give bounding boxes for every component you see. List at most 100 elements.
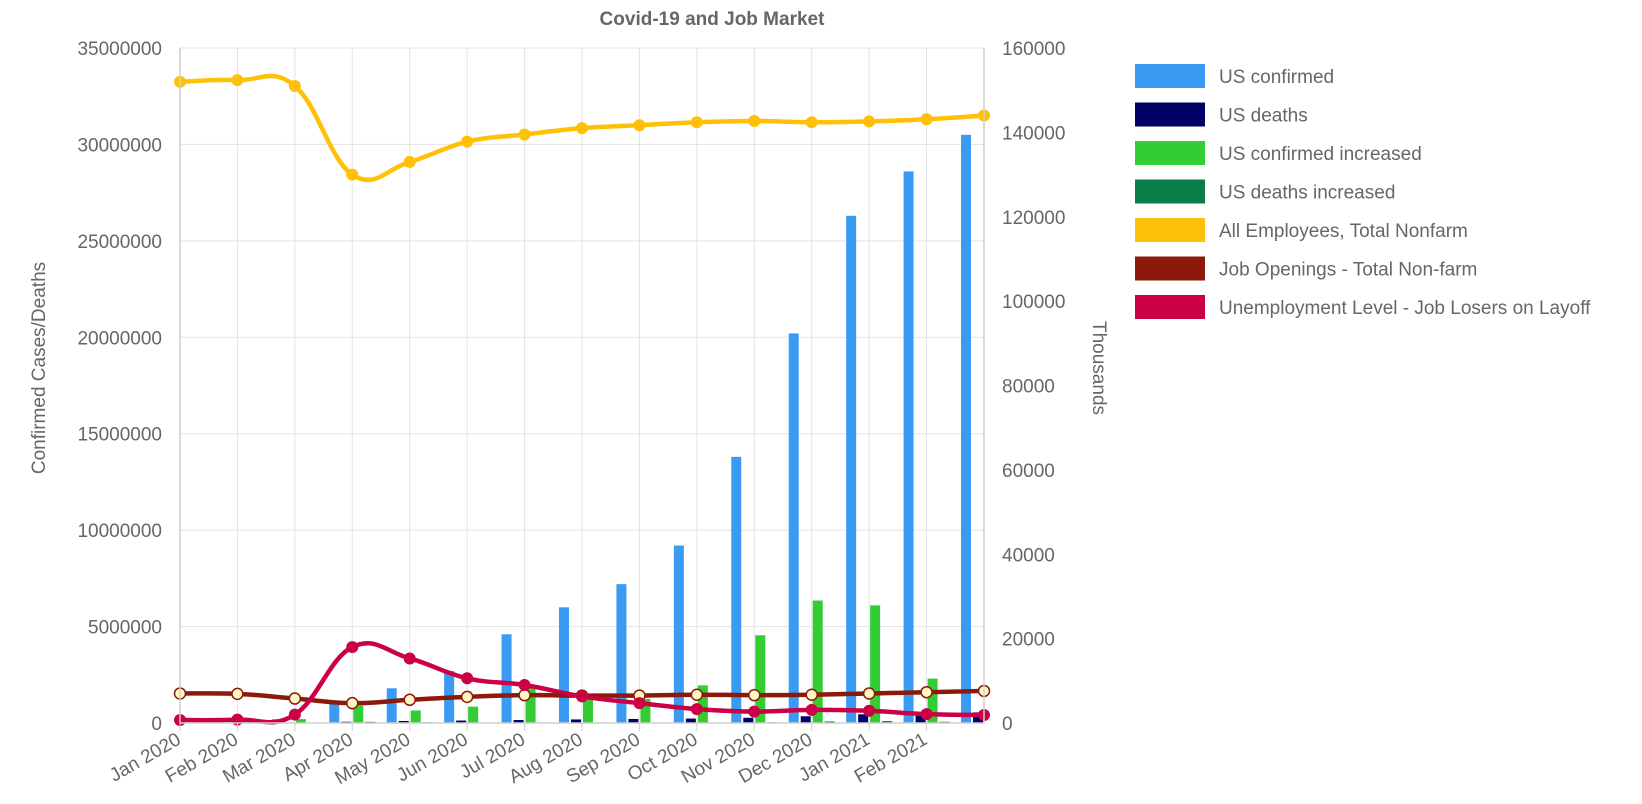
line-point (748, 705, 761, 718)
legend-label: US deaths increased (1219, 183, 1395, 204)
bar (398, 720, 409, 723)
line-point (288, 708, 301, 721)
y-left-tick-label: 15000000 (77, 425, 162, 446)
line-point (862, 687, 876, 700)
legend-swatch (1135, 295, 1205, 319)
y-right-tick-label: 140000 (1002, 123, 1065, 144)
bar (468, 706, 479, 723)
line-point (231, 687, 244, 701)
grid (179, 47, 985, 724)
bar (788, 333, 799, 723)
bar (571, 719, 581, 723)
line-point (576, 690, 588, 703)
y-right-tick-label: 0 (1002, 714, 1013, 735)
line-point (518, 688, 531, 702)
legend-label: Unemployment Level - Job Losers on Layof… (1219, 298, 1591, 319)
line-point (920, 685, 933, 699)
bar (525, 686, 536, 723)
line-point (633, 119, 646, 132)
y-right-tick-label: 120000 (1002, 208, 1065, 229)
line-series (179, 641, 985, 725)
bar (824, 721, 835, 723)
legend-swatch (1135, 102, 1205, 127)
line-point (863, 115, 876, 128)
line-point (805, 116, 818, 129)
bar (456, 720, 467, 723)
bar (583, 695, 593, 723)
y-axis-left-title: Confirmed Cases/Deaths (29, 262, 50, 474)
bars (157, 134, 983, 724)
line-point (460, 690, 474, 704)
line-point (920, 708, 933, 721)
bar (800, 716, 811, 723)
y-right-tick-label: 20000 (1002, 630, 1055, 651)
line-point (920, 113, 933, 126)
bar (628, 718, 639, 723)
y-left-tick-label: 5000000 (88, 618, 162, 639)
bar (731, 456, 742, 723)
line-point (690, 688, 704, 701)
bar (973, 712, 983, 723)
line-point (576, 122, 588, 135)
line-point (346, 641, 359, 654)
line-point (403, 693, 416, 707)
y-right-tick-label: 160000 (1002, 39, 1065, 60)
bar (882, 721, 893, 723)
bar (329, 701, 340, 723)
line-point (863, 704, 876, 717)
line-point (805, 688, 818, 701)
y-left-tick-label: 20000000 (77, 328, 162, 349)
y-right-tick-label: 40000 (1002, 545, 1055, 566)
line-point (461, 672, 474, 685)
axes: 0 5000000 10000000 15000000 20000000 25000000… (77, 39, 1065, 789)
y-axis-right-title: Thousands (1088, 321, 1109, 415)
bar (927, 678, 938, 723)
bar (501, 634, 512, 723)
bar (685, 718, 696, 723)
line-point (346, 696, 359, 710)
y-left-tick-label: 0 (151, 714, 162, 735)
bar (410, 710, 421, 723)
bar (513, 720, 524, 723)
bar (903, 171, 914, 723)
bar (755, 635, 766, 723)
y-left-tick-label: 25000000 (77, 232, 162, 253)
legend-label: US confirmed (1219, 67, 1334, 88)
y-right-tick-label: 60000 (1002, 461, 1055, 482)
bar (858, 714, 869, 723)
line-point (403, 652, 416, 665)
line-point (748, 688, 761, 702)
bar (915, 713, 926, 723)
legend-label: Job Openings - Total Non-farm (1219, 260, 1477, 281)
line-point (346, 168, 359, 181)
legend: US confirmed US deaths US confirmed increa… (1135, 64, 1591, 319)
bar (295, 719, 306, 723)
legend-swatch (1135, 179, 1205, 204)
y-left-tick-label: 10000000 (77, 521, 162, 542)
bar (559, 607, 569, 723)
bar (673, 545, 684, 723)
legend-label: US deaths (1219, 106, 1308, 127)
line-point (690, 703, 703, 716)
y-left-tick-label: 30000000 (77, 135, 162, 156)
bar (697, 685, 708, 723)
line-point (518, 679, 531, 692)
y-left-tick-label: 35000000 (77, 39, 162, 60)
bar (846, 215, 857, 724)
legend-label: All Employees, Total Nonfarm (1219, 221, 1468, 242)
line-point (805, 703, 818, 716)
line-point (231, 74, 244, 87)
line-point (633, 697, 646, 710)
lines (173, 73, 991, 727)
legend-label: US confirmed increased (1219, 144, 1422, 165)
bar (616, 584, 627, 723)
chart-title: Covid-19 and Job Market (600, 9, 826, 30)
bar (743, 717, 754, 723)
line-point (403, 155, 416, 168)
y-right-tick-label: 100000 (1002, 292, 1065, 313)
line-point (690, 116, 703, 129)
line-point (288, 79, 301, 92)
bar (870, 605, 881, 723)
bar (386, 688, 397, 723)
